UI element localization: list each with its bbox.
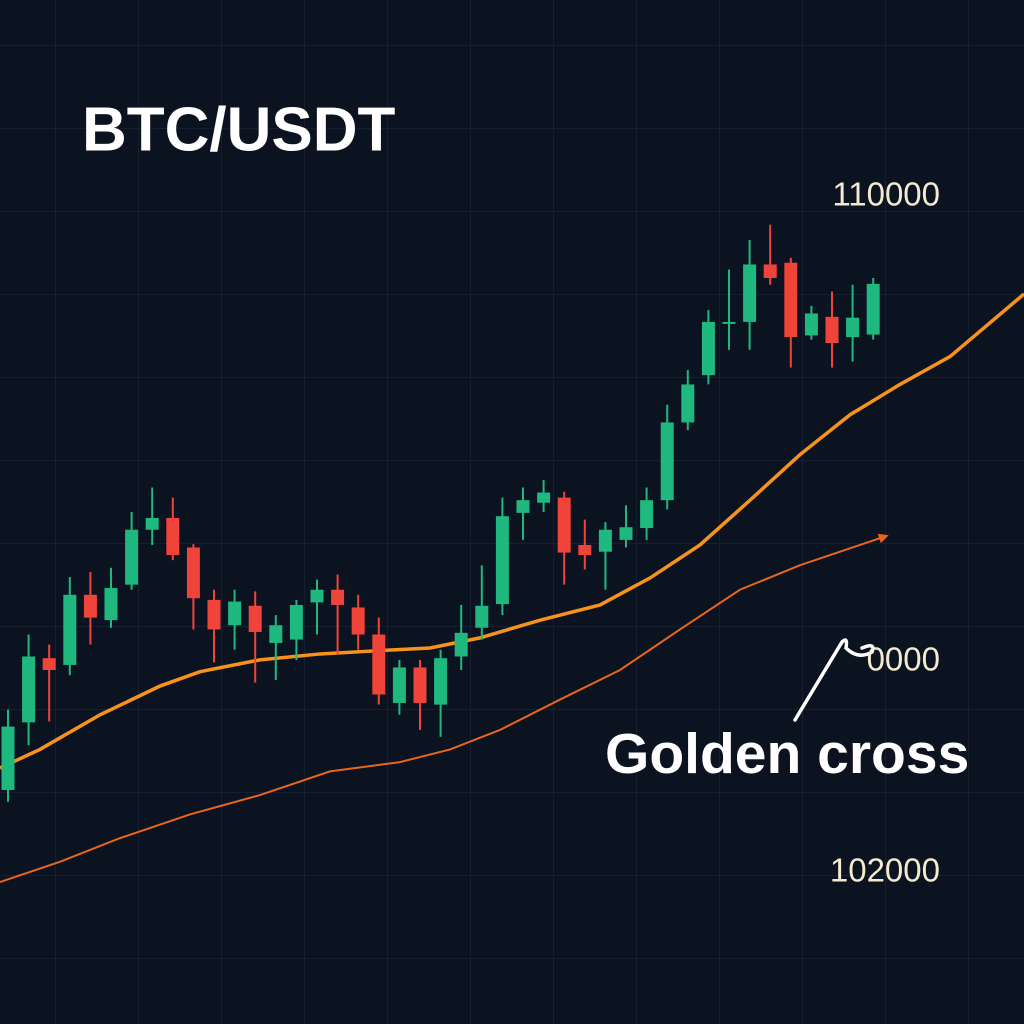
candle-body [784,262,798,338]
candle-body [331,589,345,605]
moving-average-line [0,533,889,884]
candle-body [537,492,551,503]
candle-body [598,529,612,552]
candle-body [434,658,448,705]
candle-body [104,588,118,621]
candle-body [289,604,303,640]
candle-body [145,517,159,530]
annotation: Golden cross [605,722,969,786]
candle-body [619,527,633,540]
candle-body [475,605,489,628]
candle-body [63,594,77,665]
candle-body [722,321,736,324]
candle-body [763,264,777,278]
candle-body [310,589,324,603]
y-tick-label: 110000 [832,176,940,213]
candle-body [42,658,56,670]
annotation-arrow [793,638,875,722]
candle-body [454,632,468,657]
candle-body [166,517,180,556]
candle-body [392,667,406,703]
y-tick-label: 0000 [867,640,940,677]
candle-body [578,544,592,556]
moving-average-line [0,292,1024,770]
candle-body [22,656,36,723]
candle-body [804,313,818,336]
candle-body [557,497,571,553]
candle-body [516,500,530,513]
candle-body [269,625,283,643]
candle-body [681,384,695,423]
candle-body [846,317,860,338]
candle-body [743,264,757,322]
candle-body [186,547,200,599]
candle-body [495,516,509,605]
plot-area [0,224,1024,884]
candle-body [83,594,97,618]
candle-body [351,607,365,635]
candle-body [248,605,262,632]
candle-body [228,601,242,626]
y-tick-label: 102000 [830,851,940,888]
candle-body [866,283,880,335]
candle-body [1,726,15,790]
candle-body [640,500,654,529]
candle-body [825,316,839,344]
candle-body [701,321,715,376]
candle-body [207,599,221,630]
candle-body [372,634,386,695]
candle-body [125,529,139,585]
candle-body [413,667,427,703]
candle-body [660,422,674,501]
chart-title: BTC/USDT [82,95,396,164]
